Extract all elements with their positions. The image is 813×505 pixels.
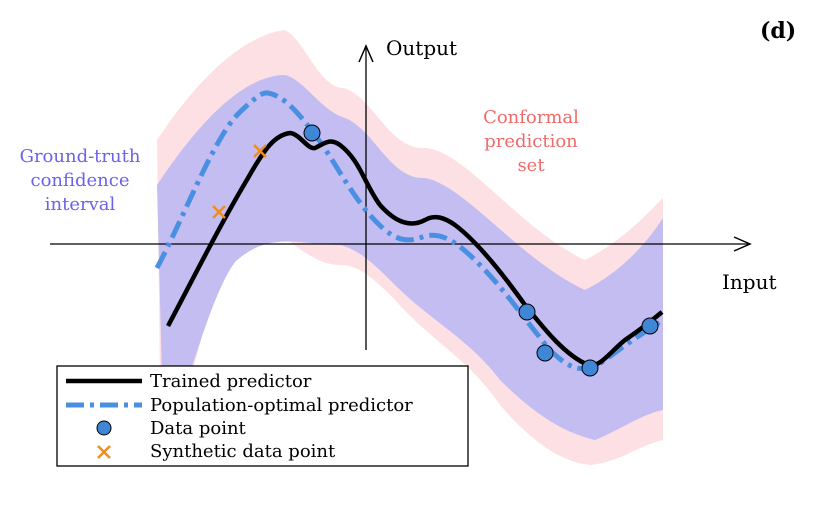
legend-item-synthetic: Synthetic data point <box>97 441 336 462</box>
data-point <box>518 303 536 321</box>
legend-item-data-point: Data point <box>96 418 247 439</box>
synthetic-point <box>212 205 226 219</box>
conformal-line-2: prediction <box>484 131 578 152</box>
data-point <box>536 344 554 362</box>
legend-label: Population-optimal predictor <box>150 395 413 416</box>
legend-swatch-circle <box>96 420 112 436</box>
legend-label: Synthetic data point <box>150 441 336 462</box>
population-optimal-curve <box>154 90 662 372</box>
y-axis-arrowhead <box>358 44 374 63</box>
conformal-line-1: Conformal <box>483 107 579 128</box>
data-points <box>303 124 659 377</box>
data-point <box>641 317 659 335</box>
y-axis-label: Output <box>386 36 457 60</box>
legend-label: Trained predictor <box>150 371 312 392</box>
legend: Trained predictor Population-optimal pre… <box>56 365 469 467</box>
legend-item-trained: Trained predictor <box>66 371 312 392</box>
conformal-line-3: set <box>517 155 545 176</box>
legend-item-population: Population-optimal predictor <box>66 395 413 416</box>
confidence-band <box>157 75 663 440</box>
data-point <box>303 124 321 142</box>
x-axis-label: Input <box>722 270 777 294</box>
legend-label: Data point <box>150 418 247 439</box>
data-point <box>581 359 599 377</box>
ground-truth-line-3: interval <box>45 194 116 215</box>
ground-truth-annotation: Ground-truth confidence interval <box>20 146 141 215</box>
synthetic-point <box>253 144 267 158</box>
panel-label: (d) <box>760 18 796 44</box>
conformal-annotation: Conformal prediction set <box>483 107 579 176</box>
legend-swatch-x <box>97 445 111 459</box>
synthetic-points <box>212 144 267 219</box>
x-axis-arrowhead <box>733 236 752 252</box>
ground-truth-line-1: Ground-truth <box>20 146 141 167</box>
ground-truth-line-2: confidence <box>30 170 129 191</box>
